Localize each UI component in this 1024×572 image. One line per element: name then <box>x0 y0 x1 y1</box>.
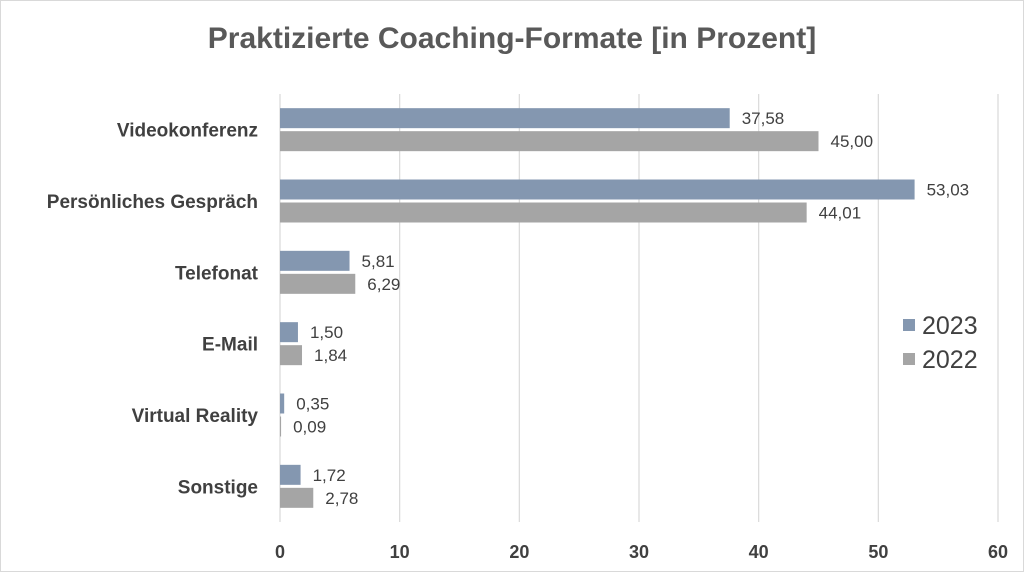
bar-2022 <box>280 202 807 223</box>
x-tick-label: 30 <box>629 542 649 562</box>
bar-2023 <box>280 108 730 129</box>
legend-swatch <box>903 319 915 331</box>
data-labels: 37,58 45,00 53,03 44,01 5,81 6,29 1,50 1,84 0,35… <box>293 109 969 508</box>
category-label: Virtual Reality <box>132 406 259 427</box>
x-tick-label: 10 <box>390 542 410 562</box>
category-label: E-Mail <box>202 335 258 356</box>
data-label: 1,84 <box>314 346 347 365</box>
x-tick-label: 60 <box>988 542 1008 562</box>
category-label: Sonstige <box>178 477 258 498</box>
bar-2023 <box>280 179 915 200</box>
x-tick-label: 40 <box>749 542 769 562</box>
data-label: 0,35 <box>296 395 329 414</box>
bar-2023 <box>280 393 285 414</box>
bar-2023 <box>280 464 301 485</box>
data-label: 53,03 <box>927 181 970 200</box>
data-label: 5,81 <box>362 252 395 271</box>
bar-2022 <box>280 131 819 152</box>
data-label: 0,09 <box>293 418 326 437</box>
bar-2022 <box>280 416 282 437</box>
x-axis-ticks: 0 10 20 30 40 50 60 <box>275 542 1008 562</box>
legend: 2023 2022 <box>903 312 978 374</box>
data-label: 37,58 <box>742 109 785 128</box>
data-label: 44,01 <box>819 204 862 223</box>
bars <box>280 108 915 508</box>
chart-title: Praktizierte Coaching-Formate [in Prozen… <box>208 22 816 55</box>
bar-2023 <box>280 322 298 343</box>
data-label: 6,29 <box>367 275 400 294</box>
category-label: Videokonferenz <box>117 121 258 142</box>
x-tick-label: 0 <box>275 542 285 562</box>
bar-2022 <box>280 487 314 508</box>
bar-2023 <box>280 250 350 271</box>
data-label: 45,00 <box>831 132 874 151</box>
data-label: 2,78 <box>325 489 358 508</box>
category-label: Telefonat <box>175 263 259 284</box>
gridlines <box>279 94 999 522</box>
legend-label: 2023 <box>922 312 978 340</box>
legend-swatch <box>903 353 915 365</box>
category-labels: Videokonferenz Persönliches Gespräch Telef… <box>47 121 259 499</box>
category-label: Persönliches Gespräch <box>47 192 258 213</box>
x-tick-label: 50 <box>868 542 888 562</box>
bar-2022 <box>280 345 303 366</box>
x-tick-label: 20 <box>509 542 529 562</box>
data-label: 1,50 <box>310 323 343 342</box>
legend-label: 2022 <box>922 346 978 374</box>
bar-2022 <box>280 273 356 294</box>
data-label: 1,72 <box>313 466 346 485</box>
